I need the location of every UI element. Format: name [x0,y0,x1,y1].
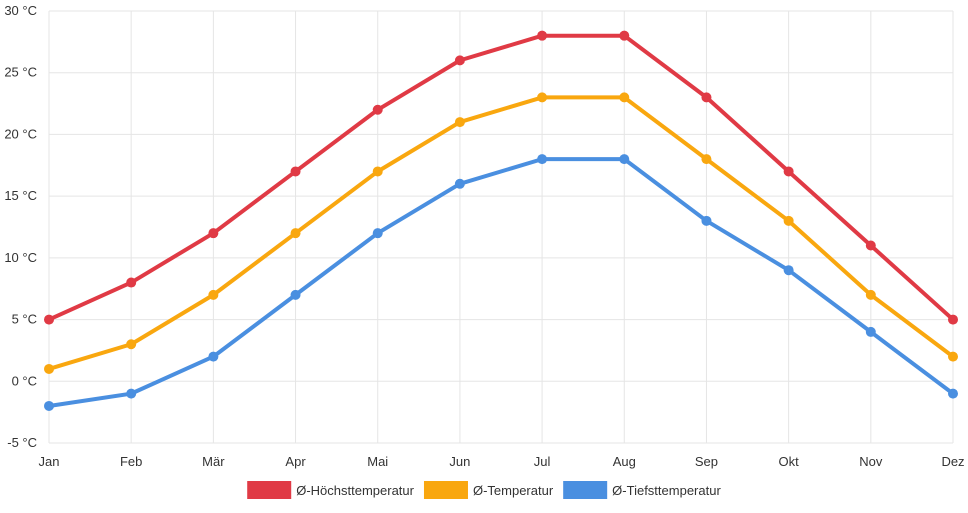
data-point[interactable] [454,178,465,189]
data-point[interactable] [701,154,712,165]
data-point[interactable] [290,166,301,177]
legend-label: Ø-Temperatur [473,483,554,498]
data-point[interactable] [126,277,137,288]
y-tick-label: 5 °C [12,312,37,327]
series-0 [44,30,958,325]
data-point[interactable] [372,228,383,239]
data-point[interactable] [454,117,465,128]
data-point[interactable] [454,55,465,66]
x-tick-label: Feb [120,454,142,469]
data-point[interactable] [44,314,54,325]
x-tick-label: Apr [285,454,306,469]
x-axis: Jan Feb Mär Apr Mai Jun Jul Aug Sep Okt Nov Dez [39,454,965,469]
legend-swatch [423,481,468,499]
x-tick-label: Aug [613,454,636,469]
data-point[interactable] [537,154,548,165]
data-point[interactable] [208,289,219,300]
data-point[interactable] [619,154,630,165]
x-tick-label: Sep [695,454,718,469]
data-point[interactable] [948,314,958,325]
y-tick-label: 30 °C [4,3,37,18]
x-tick-label: Jul [534,454,551,469]
data-point[interactable] [783,265,794,276]
series-2 [44,154,958,411]
y-tick-label: 15 °C [4,188,37,203]
data-point[interactable] [701,215,712,226]
y-tick-label: 0 °C [12,373,37,388]
legend-swatch [247,481,292,499]
data-point[interactable] [783,215,794,226]
series-1 [44,92,958,374]
y-tick-label: 10 °C [4,250,37,265]
data-point[interactable] [948,351,958,362]
legend-swatch [563,481,608,499]
series-lines [44,30,958,411]
x-tick-label: Mai [367,454,388,469]
data-point[interactable] [537,30,548,41]
data-point[interactable] [948,388,958,399]
y-tick-label: 20 °C [4,126,37,141]
data-point[interactable] [208,228,219,239]
data-point[interactable] [537,92,548,103]
data-point[interactable] [44,400,54,411]
legend: Ø-Höchsttemperatur Ø-Temperatur Ø-Tiefstte… [247,481,721,499]
data-point[interactable] [208,351,219,362]
data-point[interactable] [619,92,630,103]
x-tick-label: Dez [941,454,964,469]
x-tick-label: Jun [449,454,470,469]
x-tick-label: Okt [779,454,800,469]
legend-label: Ø-Tiefsttemperatur [612,483,721,498]
data-point[interactable] [126,339,137,350]
series-line [47,95,955,371]
legend-item[interactable]: Ø-Temperatur [423,481,554,499]
x-tick-label: Jan [39,454,60,469]
legend-label: Ø-Höchsttemperatur [296,483,414,498]
data-point[interactable] [372,104,383,115]
data-point[interactable] [865,240,876,251]
data-point[interactable] [619,30,630,41]
data-point[interactable] [783,166,794,177]
grid [48,10,954,444]
x-tick-label: Mär [202,454,225,469]
x-tick-label: Nov [859,454,883,469]
data-point[interactable] [701,92,712,103]
data-point[interactable] [290,228,301,239]
data-point[interactable] [44,363,54,374]
data-point[interactable] [372,166,383,177]
y-axis: -5 °C 0 °C 5 °C 10 °C 15 °C 20 °C 25 °C 30 °C [4,3,37,450]
series-line [47,33,955,322]
y-tick-label: 25 °C [4,65,37,80]
legend-item[interactable]: Ø-Höchsttemperatur [247,481,415,499]
series-line [47,157,955,408]
legend-item[interactable]: Ø-Tiefsttemperatur [563,481,721,499]
data-point[interactable] [126,388,137,399]
y-tick-label: -5 °C [7,435,37,450]
data-point[interactable] [865,289,876,300]
data-point[interactable] [290,289,301,300]
data-point[interactable] [865,326,876,337]
